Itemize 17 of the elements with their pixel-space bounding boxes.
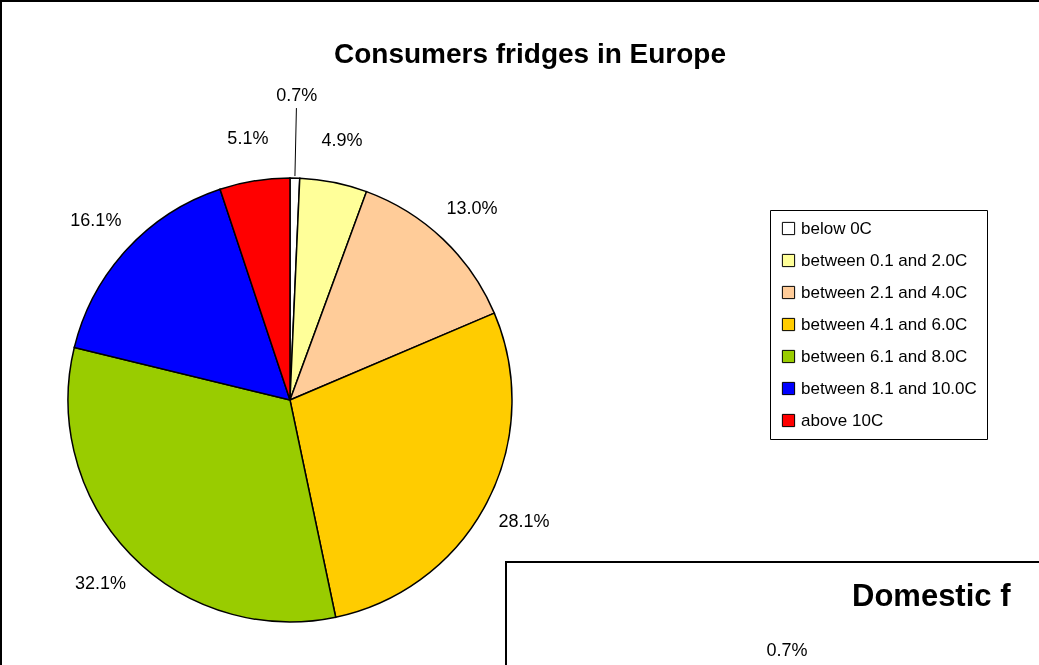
legend-label: between 0.1 and 2.0C: [801, 250, 968, 270]
data-label: 16.1%: [70, 210, 122, 231]
text: 0.7%: [766, 640, 808, 660]
legend-label: above 10C: [801, 410, 884, 430]
data-label: 28.1%: [498, 511, 550, 532]
legend-label: below 0C: [801, 218, 872, 238]
legend-label: between 2.1 and 4.0C: [801, 282, 968, 302]
data-label: 0.7%: [276, 85, 318, 106]
data-label: 13.0%: [446, 197, 498, 218]
text: Domestic f: [852, 578, 1012, 613]
chart-title: Consumers fridges in Europe: [333, 38, 727, 69]
data-label: 5.1%: [227, 128, 269, 149]
legend-label: between 8.1 and 10.0C: [801, 378, 977, 398]
data-label: 32.1%: [74, 572, 126, 593]
data-label: 4.9%: [321, 130, 363, 151]
legend-label: between 6.1 and 8.0C: [801, 346, 968, 366]
legend-label: between 4.1 and 6.0C: [801, 314, 968, 334]
